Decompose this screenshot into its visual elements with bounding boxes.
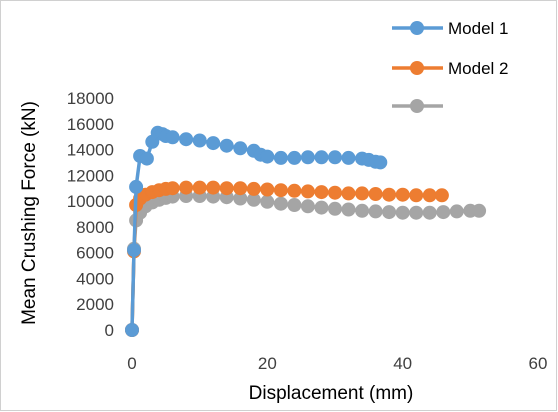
x-tick-label: 60 xyxy=(529,354,548,373)
data-point xyxy=(260,149,275,164)
data-point xyxy=(355,203,370,218)
legend-entry: Model 1 xyxy=(392,19,508,38)
data-point xyxy=(395,205,410,220)
data-point xyxy=(233,141,248,156)
data-point xyxy=(382,187,397,202)
data-point xyxy=(179,180,194,195)
data-point xyxy=(395,187,410,202)
data-point xyxy=(409,205,424,220)
data-point xyxy=(125,323,139,337)
data-point xyxy=(192,133,207,148)
data-point xyxy=(246,181,261,196)
data-point xyxy=(434,188,449,203)
data-point xyxy=(192,180,207,195)
data-point xyxy=(368,187,383,201)
data-point xyxy=(300,184,315,199)
data-point xyxy=(165,181,180,196)
data-point xyxy=(449,204,464,219)
data-point xyxy=(287,150,302,165)
x-tick-label: 20 xyxy=(258,354,277,373)
data-point xyxy=(139,151,154,166)
data-point xyxy=(436,205,451,220)
legend: Model 1 Model 2 xyxy=(392,19,508,113)
data-point xyxy=(422,188,437,203)
data-point xyxy=(260,194,275,209)
series-1 xyxy=(125,125,388,337)
data-point xyxy=(328,150,342,165)
legend-marker xyxy=(410,21,424,35)
series-line xyxy=(130,131,383,332)
x-axis-title: Displacement (mm) xyxy=(249,383,414,404)
data-point xyxy=(219,138,234,153)
data-point xyxy=(273,183,288,198)
y-tick-label: 10000 xyxy=(67,192,114,211)
data-point xyxy=(300,199,315,214)
data-point xyxy=(273,150,288,165)
data-point xyxy=(355,186,370,201)
x-axis-tick-labels: 0 20 40 60 xyxy=(127,354,547,373)
y-tick-label: 6000 xyxy=(76,244,114,263)
y-tick-label: 14000 xyxy=(67,141,114,160)
data-point xyxy=(472,203,487,218)
y-tick-label: 4000 xyxy=(76,269,114,288)
data-point xyxy=(129,179,144,194)
data-point xyxy=(341,150,356,165)
data-point xyxy=(341,186,356,201)
data-point xyxy=(206,136,221,151)
y-tick-label: 8000 xyxy=(76,218,114,237)
y-tick-label: 18000 xyxy=(67,89,114,108)
data-point xyxy=(206,180,221,195)
data-point xyxy=(233,181,248,196)
legend-marker xyxy=(410,61,424,75)
legend-entry xyxy=(392,99,443,113)
data-point xyxy=(314,185,329,200)
data-point xyxy=(328,185,342,200)
data-point xyxy=(260,182,275,197)
data-point xyxy=(422,205,437,220)
data-point xyxy=(127,243,141,258)
data-point xyxy=(382,205,397,220)
y-tick-label: 16000 xyxy=(67,115,114,134)
data-point xyxy=(368,204,383,219)
x-tick-label: 40 xyxy=(393,354,412,373)
data-point xyxy=(273,196,288,211)
y-axis-title: Mean Crushing Force (kN) xyxy=(19,101,40,325)
data-point xyxy=(373,155,388,170)
series-line xyxy=(130,185,444,332)
legend-marker xyxy=(410,99,424,113)
data-point xyxy=(314,200,329,215)
x-tick-label: 0 xyxy=(127,354,136,373)
legend-label: Model 1 xyxy=(448,19,508,38)
series-layer xyxy=(125,125,487,337)
data-point xyxy=(314,150,329,165)
data-point xyxy=(287,198,302,212)
data-point xyxy=(165,130,180,145)
y-axis-tick-labels: 0 2000 4000 6000 8000 10000 12000 14000 16000 180… xyxy=(67,89,114,340)
data-point xyxy=(341,202,356,217)
data-point xyxy=(300,150,315,165)
series-3 xyxy=(125,189,487,337)
data-point xyxy=(409,188,424,203)
y-tick-label: 0 xyxy=(105,321,114,340)
data-point xyxy=(219,181,234,196)
y-tick-label: 2000 xyxy=(76,295,114,314)
legend-entry: Model 2 xyxy=(392,59,508,78)
data-point xyxy=(328,201,342,216)
y-tick-label: 12000 xyxy=(67,166,114,185)
data-point xyxy=(287,183,302,198)
data-point xyxy=(179,132,194,147)
legend-label: Model 2 xyxy=(448,59,508,78)
